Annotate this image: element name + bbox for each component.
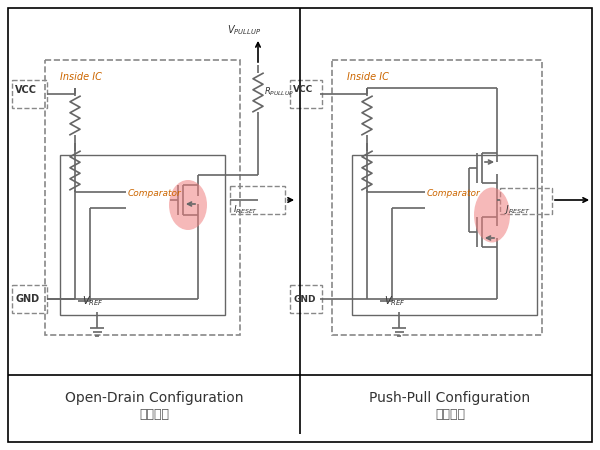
Text: 开漏配置: 开漏配置 <box>139 409 169 422</box>
Text: Comparator: Comparator <box>427 189 481 198</box>
Text: GND: GND <box>293 294 316 303</box>
Text: $R_{PULLUP}$: $R_{PULLUP}$ <box>264 86 294 98</box>
Text: Push-Pull Configuration: Push-Pull Configuration <box>370 391 530 405</box>
Ellipse shape <box>474 188 510 243</box>
Text: Comparator: Comparator <box>128 189 182 198</box>
Text: $V_{REF}$: $V_{REF}$ <box>82 294 104 308</box>
Ellipse shape <box>169 180 207 230</box>
Bar <box>12 80 47 108</box>
Text: $I_{RESET}$: $I_{RESET}$ <box>233 203 259 216</box>
Text: $V_{PULLUP}$: $V_{PULLUP}$ <box>227 23 261 37</box>
Bar <box>230 186 285 214</box>
Text: VCC: VCC <box>15 85 37 95</box>
Text: $V_{REF}$: $V_{REF}$ <box>384 294 406 308</box>
Text: $J_{RESET}$: $J_{RESET}$ <box>504 203 531 216</box>
Bar <box>45 60 240 335</box>
Bar <box>290 80 322 108</box>
Bar <box>332 60 542 335</box>
Bar <box>500 188 552 214</box>
Text: GND: GND <box>15 294 39 304</box>
Bar <box>380 290 418 312</box>
Text: Inside IC: Inside IC <box>347 72 389 82</box>
Bar <box>290 285 322 313</box>
Bar <box>352 155 537 315</box>
Bar <box>60 155 225 315</box>
Text: Open-Drain Configuration: Open-Drain Configuration <box>65 391 243 405</box>
Text: 推挺配置: 推挺配置 <box>435 409 465 422</box>
Text: Inside IC: Inside IC <box>60 72 102 82</box>
Bar <box>78 290 116 312</box>
Text: VCC: VCC <box>293 86 313 94</box>
Bar <box>12 285 47 313</box>
